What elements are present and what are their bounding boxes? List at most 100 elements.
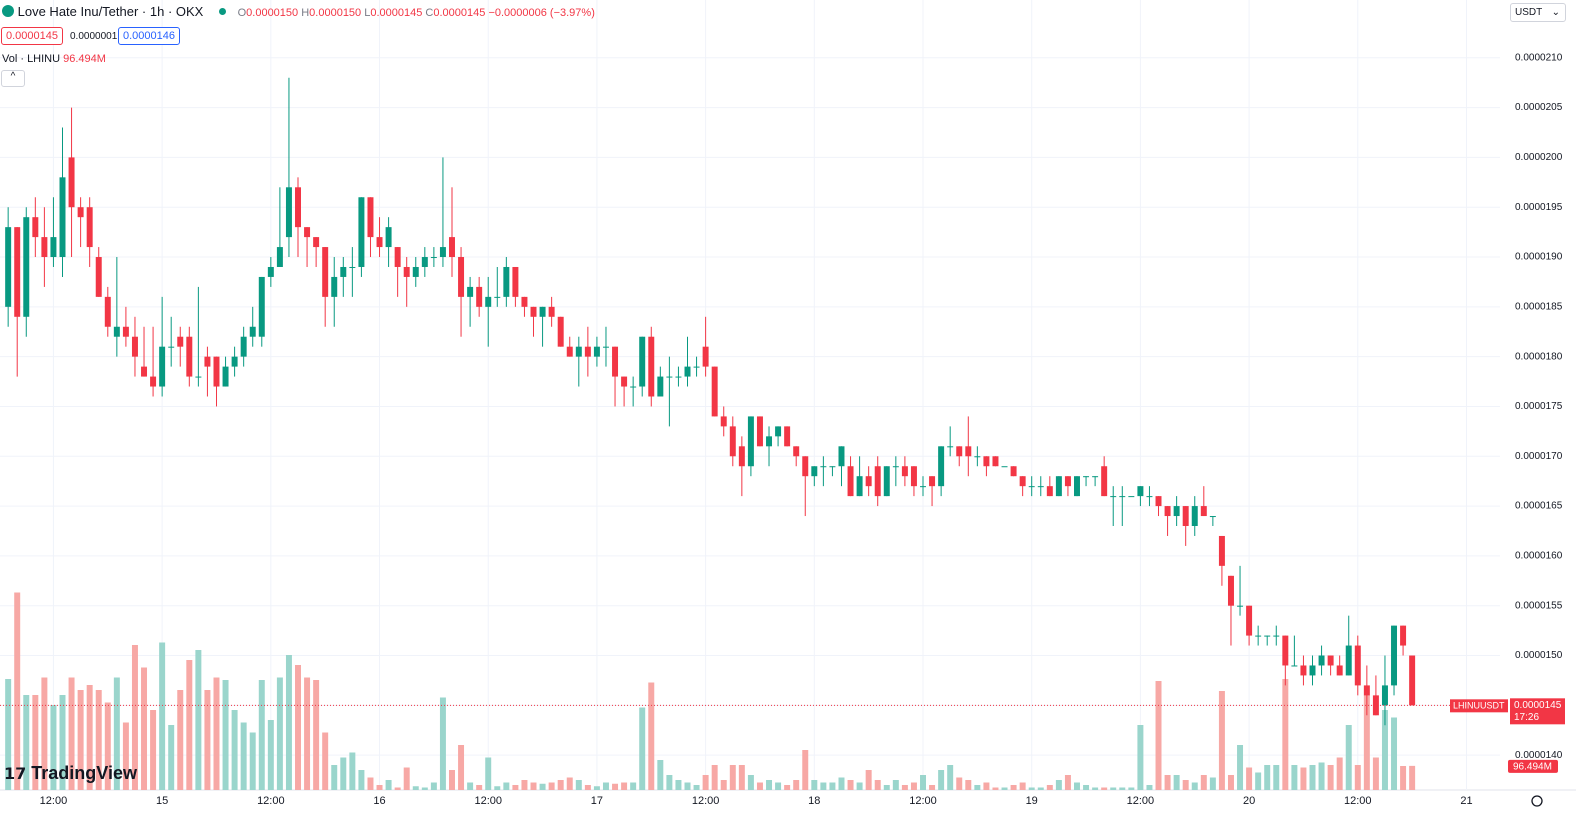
y-tick-label: 0.0000195 bbox=[1515, 202, 1563, 213]
candle-body bbox=[566, 346, 573, 357]
y-tick-label: 0.0000140 bbox=[1515, 750, 1563, 761]
volume-bar bbox=[766, 780, 773, 790]
candle-body bbox=[874, 466, 881, 497]
volume-bar bbox=[5, 679, 12, 790]
volume-bar bbox=[1354, 765, 1361, 790]
volume-bar bbox=[313, 680, 320, 790]
candle-body bbox=[159, 346, 166, 387]
candle-body bbox=[838, 446, 845, 467]
candle-body bbox=[1028, 486, 1035, 488]
volume-bar bbox=[104, 702, 111, 790]
volume-bar bbox=[992, 787, 999, 790]
volume-bar bbox=[1119, 787, 1126, 790]
x-tick-label: 12:00 bbox=[40, 795, 68, 807]
candle-body bbox=[1164, 506, 1171, 517]
candle-body bbox=[720, 416, 727, 427]
candle-body bbox=[530, 306, 537, 317]
volume-bar bbox=[793, 780, 800, 790]
volume-bar bbox=[503, 782, 510, 790]
candle-body bbox=[403, 266, 410, 277]
candle-body bbox=[485, 296, 492, 307]
volume-bar bbox=[666, 775, 673, 790]
volume-bar bbox=[847, 780, 854, 790]
volume-tag bbox=[1508, 759, 1558, 773]
volume-bar bbox=[1164, 775, 1171, 790]
x-tick-label: 12:00 bbox=[257, 795, 285, 807]
candle-body bbox=[684, 366, 691, 377]
candle-body bbox=[1237, 605, 1244, 607]
volume-bar bbox=[838, 777, 845, 790]
candle-body bbox=[32, 217, 39, 238]
candle-body bbox=[630, 386, 637, 388]
settings-icon bbox=[1531, 795, 1543, 807]
volume-bar bbox=[684, 782, 691, 790]
candle-body bbox=[59, 177, 66, 258]
candle-body bbox=[1200, 506, 1207, 517]
bid[interactable]: 0.0000145 bbox=[1, 27, 63, 45]
symbol[interactable]: Love Hate Inu/Tether · 1h · OKX bbox=[17, 4, 204, 19]
candle-body bbox=[1327, 655, 1334, 666]
candle-body bbox=[195, 376, 202, 378]
candle-body bbox=[1046, 486, 1053, 497]
candle-body bbox=[150, 376, 157, 387]
ask[interactable]: 0.0000146 bbox=[118, 27, 180, 45]
candle-body bbox=[14, 227, 21, 317]
o-value: 0.0000150 bbox=[246, 7, 299, 19]
y-tick-label: 0.0000160 bbox=[1515, 551, 1563, 562]
currency-button[interactable]: USDT ⌄ bbox=[1510, 3, 1566, 22]
candle-body bbox=[104, 296, 111, 327]
volume-bar bbox=[295, 665, 301, 790]
volume-bar bbox=[548, 782, 555, 790]
volume-bar bbox=[68, 677, 75, 790]
candle-body bbox=[231, 356, 238, 367]
candle-body bbox=[938, 446, 945, 487]
volume-bar bbox=[1327, 765, 1334, 790]
volume-bar bbox=[131, 645, 138, 790]
volume-bar bbox=[14, 592, 21, 790]
volume-bar bbox=[865, 770, 872, 790]
candle-body bbox=[122, 326, 129, 337]
volume-bar bbox=[1255, 772, 1262, 790]
candle-body bbox=[41, 237, 48, 258]
candle-body bbox=[1001, 466, 1008, 468]
l-value: 0.0000145 bbox=[370, 7, 423, 19]
volume-bar bbox=[775, 782, 782, 790]
candle-body bbox=[412, 266, 419, 277]
volume-bar bbox=[1391, 717, 1398, 790]
c-value: 0.0000145 bbox=[433, 7, 486, 19]
logo: 𝟭𝟳 TradingView bbox=[4, 763, 137, 784]
volume-tag-text: 96.494M bbox=[1513, 762, 1552, 773]
volume-bar bbox=[557, 780, 564, 790]
candle-body bbox=[1019, 476, 1026, 487]
candle-body bbox=[829, 466, 836, 468]
volume-bar bbox=[23, 695, 30, 790]
y-tick-label: 0.0000200 bbox=[1515, 152, 1563, 163]
candle-body bbox=[168, 346, 175, 348]
collapse-button[interactable]: ^ bbox=[1, 70, 25, 87]
candle-body bbox=[458, 257, 465, 297]
candle-body bbox=[929, 476, 936, 487]
logo-text: TradingView bbox=[31, 763, 137, 783]
y-tick-label: 0.0000185 bbox=[1515, 301, 1563, 312]
candle-body bbox=[820, 466, 827, 468]
volume-bar bbox=[476, 785, 483, 790]
candle-body bbox=[204, 356, 211, 367]
candle-body bbox=[349, 266, 356, 268]
volume-bar bbox=[729, 765, 736, 790]
volume-value: 96.494M bbox=[63, 53, 106, 65]
candle-body bbox=[621, 376, 628, 387]
c-label: C bbox=[425, 7, 434, 19]
x-tick-label: 21 bbox=[1460, 795, 1472, 807]
candle-body bbox=[1119, 496, 1126, 498]
y-tick-label: 0.0000165 bbox=[1515, 501, 1563, 512]
candle-body bbox=[747, 416, 754, 467]
y-tick-label: 0.0000175 bbox=[1515, 401, 1563, 412]
candle-body bbox=[784, 426, 791, 447]
volume-bar bbox=[159, 642, 166, 790]
volume-bar bbox=[1155, 681, 1162, 790]
candle-body bbox=[1155, 496, 1162, 507]
candle-body bbox=[593, 346, 600, 357]
x-tick-label: 15 bbox=[156, 795, 168, 807]
status-dot bbox=[218, 8, 226, 15]
